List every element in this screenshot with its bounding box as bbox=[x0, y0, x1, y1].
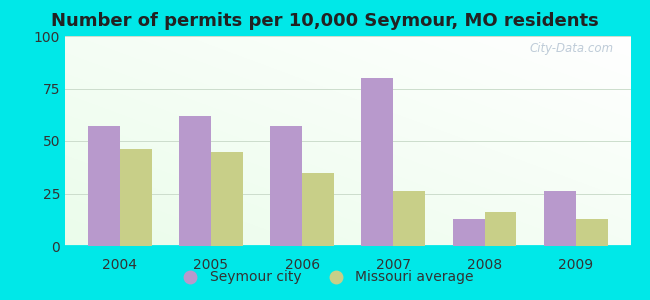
Legend: Seymour city, Missouri average: Seymour city, Missouri average bbox=[171, 265, 479, 290]
Bar bbox=[179, 116, 211, 246]
Bar bbox=[270, 126, 302, 246]
Bar bbox=[544, 191, 576, 246]
Bar bbox=[452, 219, 484, 246]
Bar bbox=[88, 126, 120, 246]
Bar bbox=[576, 219, 608, 246]
Bar bbox=[302, 172, 334, 246]
Text: Number of permits per 10,000 Seymour, MO residents: Number of permits per 10,000 Seymour, MO… bbox=[51, 12, 599, 30]
Bar bbox=[211, 152, 243, 246]
Bar bbox=[393, 191, 425, 246]
Bar bbox=[120, 149, 151, 246]
Text: City-Data.com: City-Data.com bbox=[529, 42, 614, 55]
Bar bbox=[484, 212, 517, 246]
Bar bbox=[361, 78, 393, 246]
